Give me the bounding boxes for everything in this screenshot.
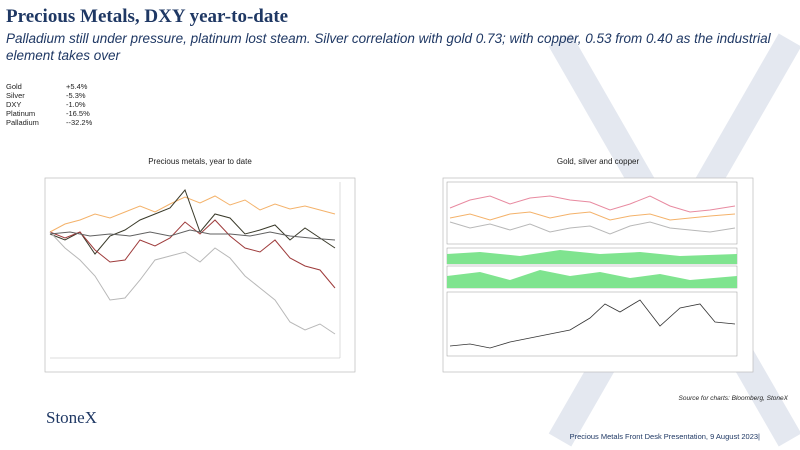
- right-chart: [442, 177, 754, 373]
- chart-title: Gold, silver and copper: [556, 157, 640, 166]
- asset-change: --32.2%: [66, 118, 93, 127]
- asset-name: Silver: [6, 91, 25, 100]
- footer: Precious Metals Front Desk Presentation,…: [569, 432, 760, 441]
- asset-change: -16.5%: [66, 109, 90, 118]
- logo: StoneX: [46, 408, 97, 427]
- performance-row: DXY -1.0%: [6, 100, 92, 109]
- performance-row: Silver -5.3%: [6, 91, 92, 100]
- title: Precious Metals, DXY year-to-date: [6, 6, 289, 27]
- asset-name: Gold: [6, 82, 22, 91]
- performance-row: Palladium --32.2%: [6, 118, 92, 127]
- asset-name: DXY: [6, 100, 22, 109]
- asset-change: +5.4%: [66, 82, 88, 91]
- chart-title: Precious metals, year to date: [148, 157, 252, 166]
- source: Source for charts: Bloomberg, StoneX: [678, 395, 788, 402]
- asset-change: -1.0%: [66, 100, 86, 109]
- performance-rows: Gold +5.4% Silver -5.3% DXY -1.0% Platinum -16.…: [6, 82, 92, 127]
- left-chart: [44, 177, 356, 373]
- performance-row: Platinum -16.5%: [6, 109, 92, 118]
- asset-name: Platinum: [6, 109, 36, 118]
- performance-row: Gold +5.4%: [6, 82, 92, 91]
- performance-table: Gold +5.4% Silver -5.3% DXY -1.0% Platinum -16.…: [6, 82, 92, 127]
- asset-name: Palladium: [6, 118, 39, 127]
- subtitle: Palladium still under pressure, platinum…: [6, 31, 771, 63]
- asset-change: -5.3%: [66, 91, 86, 100]
